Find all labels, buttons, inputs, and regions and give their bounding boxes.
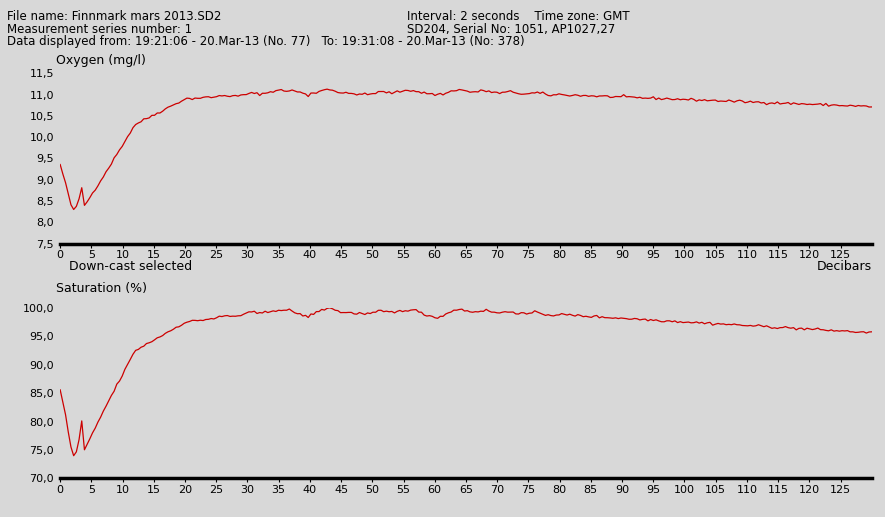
Text: Down-cast selected: Down-cast selected: [69, 260, 192, 272]
Text: Oxygen (mg/l): Oxygen (mg/l): [56, 54, 146, 67]
Text: SD204, Serial No: 1051, AP1027,27: SD204, Serial No: 1051, AP1027,27: [407, 23, 615, 36]
Text: Data displayed from: 19:21:06 - 20.Mar-13 (No. 77)   To: 19:31:08 - 20.Mar-13 (N: Data displayed from: 19:21:06 - 20.Mar-1…: [7, 35, 525, 48]
Text: File name: Finnmark mars 2013.SD2: File name: Finnmark mars 2013.SD2: [7, 10, 221, 23]
Text: Decibars: Decibars: [817, 260, 872, 272]
Text: Measurement series number: 1: Measurement series number: 1: [7, 23, 192, 36]
Text: Interval: 2 seconds    Time zone: GMT: Interval: 2 seconds Time zone: GMT: [407, 10, 630, 23]
Text: Saturation (%): Saturation (%): [56, 282, 147, 295]
